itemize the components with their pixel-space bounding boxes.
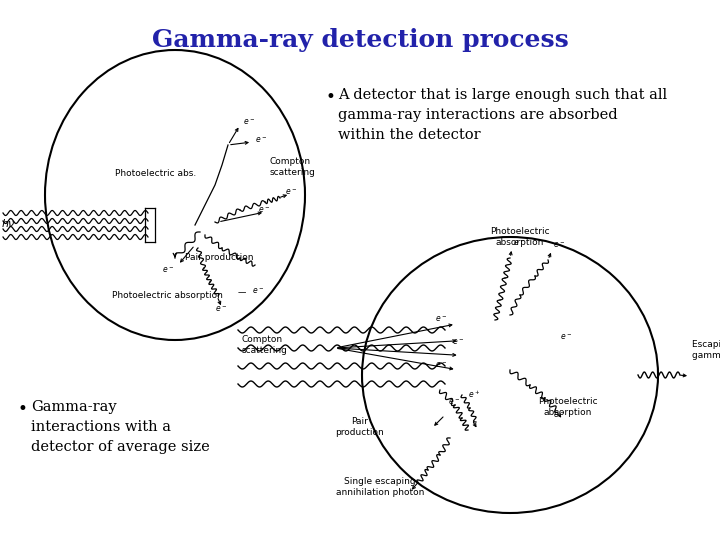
Text: Gamma-ray detection process: Gamma-ray detection process [152,28,568,52]
Text: Pair production: Pair production [185,253,253,262]
Text: $e^-$: $e^-$ [553,240,565,250]
Text: Escaping multiply scattered
gamma ray: Escaping multiply scattered gamma ray [692,340,720,360]
Text: $e^-$: $e^-$ [258,205,270,215]
Text: $e^-$: $e^-$ [252,286,264,296]
Text: Photoelectric abs.: Photoelectric abs. [115,169,197,178]
Text: •: • [325,88,335,106]
Text: $e^-$: $e^-$ [452,338,464,347]
Text: $e^-$: $e^-$ [435,360,447,370]
Text: Pair
production: Pair production [336,417,384,437]
Text: A detector that is large enough such that all
gamma-ray interactions are absorbe: A detector that is large enough such tha… [338,88,667,142]
Text: $e^-$: $e^-$ [243,117,255,127]
Text: —: — [238,288,246,297]
Text: $e^-$: $e^-$ [215,305,227,314]
Text: hν: hν [2,219,15,229]
Text: $e^-$: $e^-$ [255,135,267,145]
Text: •: • [18,400,28,418]
Text: $e^-$: $e^-$ [435,314,447,324]
Text: Photoelectric
absorption: Photoelectric absorption [538,397,598,417]
Text: Gamma-ray
interactions with a
detector of average size: Gamma-ray interactions with a detector o… [31,400,210,454]
Text: $e^-$: $e^-$ [513,238,525,248]
Text: Compton
scattering: Compton scattering [270,157,316,177]
Text: $e^-$: $e^-$ [448,397,460,407]
Text: $e^+$: $e^+$ [468,388,480,400]
Text: $e^-$: $e^-$ [553,410,565,420]
Text: Photoelectric
absorption: Photoelectric absorption [490,227,550,247]
Text: Single escaping
annihilation photon: Single escaping annihilation photon [336,477,424,497]
Text: Photoelectric absorption: Photoelectric absorption [112,291,223,300]
Text: $e^-$: $e^-$ [560,333,572,342]
Text: $e^-$: $e^-$ [162,265,174,275]
Text: Compton
scattering: Compton scattering [242,335,288,355]
Text: $e^-$: $e^-$ [285,187,297,197]
